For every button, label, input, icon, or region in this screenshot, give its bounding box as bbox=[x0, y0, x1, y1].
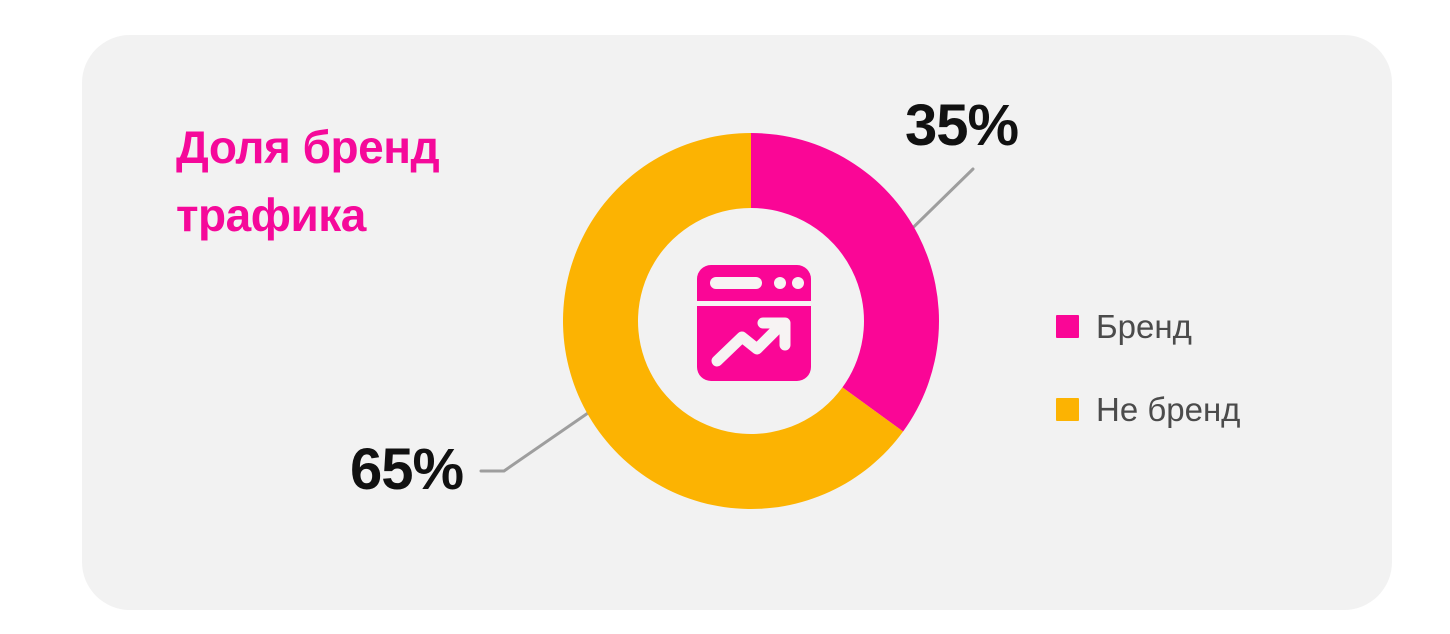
legend-label-brand: Бренд bbox=[1096, 308, 1192, 345]
legend-item-non-brand[interactable]: Не бренд bbox=[1056, 393, 1240, 426]
donut-slice-non-brand[interactable] bbox=[563, 133, 904, 509]
website-traffic-growth-icon bbox=[695, 263, 813, 383]
legend-item-brand[interactable]: Бренд bbox=[1056, 310, 1240, 343]
donut-slice-brand[interactable] bbox=[751, 133, 940, 432]
percentage-label-non-brand: 65% bbox=[350, 437, 464, 502]
legend-label-non-brand: Не бренд bbox=[1096, 391, 1241, 428]
leader-line-non-brand bbox=[479, 391, 619, 473]
legend-swatch-brand-icon bbox=[1056, 315, 1079, 338]
legend-swatch-non-brand-icon bbox=[1056, 398, 1079, 421]
page-title: Доля бренд трафика bbox=[176, 121, 440, 241]
chart-legend: Бренд Не бренд bbox=[1056, 310, 1240, 426]
percentage-label-brand: 35% bbox=[905, 93, 1019, 158]
